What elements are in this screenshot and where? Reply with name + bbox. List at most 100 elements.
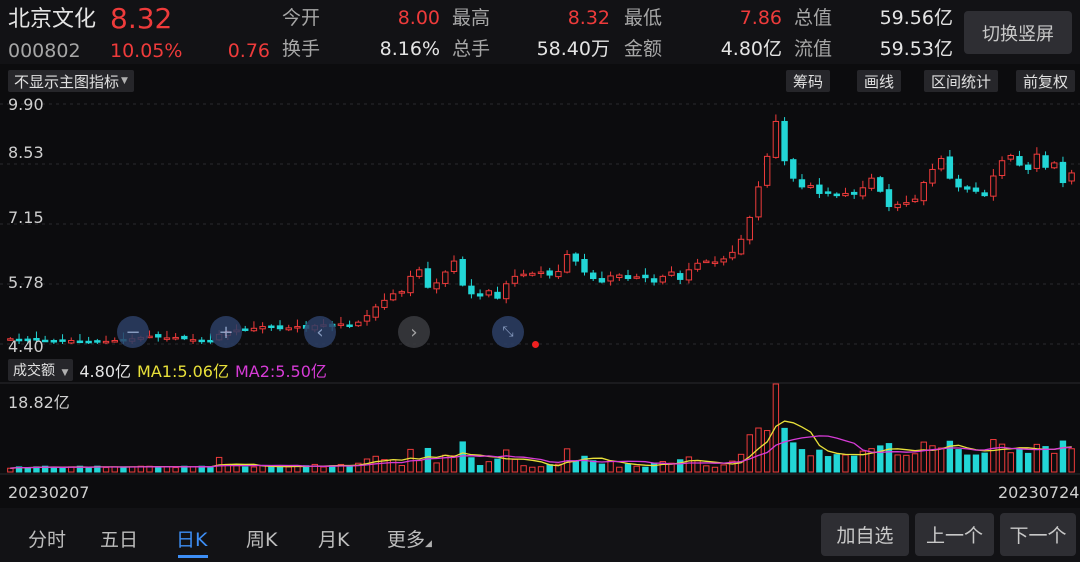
tab-monthly-k[interactable]: 月K xyxy=(318,529,350,551)
candle-body xyxy=(824,191,832,194)
volume-bar xyxy=(494,458,501,473)
previous-stock-button[interactable]: 上一个 xyxy=(915,513,994,556)
candle-body xyxy=(998,160,1006,176)
candle-body xyxy=(503,283,510,300)
volume-bar xyxy=(937,447,945,473)
volume-bar xyxy=(76,465,84,473)
volume-bar xyxy=(555,463,562,473)
volume-bar xyxy=(485,461,493,473)
chevron-right-icon[interactable]: › xyxy=(398,316,430,348)
candle-body xyxy=(450,260,458,272)
volume-bar xyxy=(816,449,823,473)
volume-bar xyxy=(189,466,197,473)
volume-bar xyxy=(581,455,588,473)
tab-more[interactable]: 更多◢ xyxy=(387,525,432,552)
high-label: 最高 xyxy=(452,7,491,29)
chevron-left-icon[interactable]: ‹ xyxy=(304,316,336,348)
volume-bar xyxy=(1059,440,1067,473)
volume-bar xyxy=(772,383,780,473)
volume-bar xyxy=(476,465,484,473)
candle-body xyxy=(877,177,884,192)
chips-button[interactable]: 筹码 xyxy=(786,70,831,92)
main-indicator-select[interactable]: 不显示主图指标 ▼ xyxy=(8,70,134,92)
candle-body xyxy=(15,338,23,342)
quote-header: 北京文化 8.32 000802 10.05% 0.76 今开 8.00 最高 … xyxy=(0,0,1080,64)
candle-body xyxy=(537,271,545,274)
volume-bar xyxy=(450,455,458,473)
volume-value: 58.40万 xyxy=(536,38,610,60)
candle-body xyxy=(172,336,179,340)
candle-body xyxy=(259,326,266,330)
candle-body xyxy=(407,275,414,294)
candle-body xyxy=(1051,162,1058,169)
candle-body xyxy=(433,282,440,290)
candle-body xyxy=(155,334,162,338)
switch-portrait-button[interactable]: 切换竖屏 xyxy=(964,11,1072,54)
volume-bar xyxy=(311,463,319,473)
low-value: 7.86 xyxy=(739,7,782,29)
volume-bar xyxy=(346,465,353,473)
float-value: 59.53亿 xyxy=(879,38,953,60)
volume-bar xyxy=(511,458,519,473)
candle-body xyxy=(494,291,501,299)
volume-bar xyxy=(885,443,893,473)
volume-bar xyxy=(468,457,475,473)
candle-body xyxy=(520,273,527,277)
volume-bar xyxy=(172,467,179,473)
candle-body xyxy=(33,338,40,341)
tab-weekly-k[interactable]: 周K xyxy=(246,529,278,551)
candle-body xyxy=(546,270,553,276)
candle-body xyxy=(181,335,188,340)
range-stats-button[interactable]: 区间统计 xyxy=(924,70,999,92)
plus-icon[interactable]: + xyxy=(210,316,242,348)
candle-body xyxy=(389,293,397,301)
volume-bar xyxy=(842,454,849,473)
volume-bar xyxy=(520,465,527,473)
high-value: 8.32 xyxy=(567,7,610,29)
volume-ma2-line xyxy=(10,435,1072,469)
price-axis-label: 5.78 xyxy=(8,273,44,292)
volume-indicator-label: 成交额 xyxy=(13,363,55,379)
total-value: 59.56亿 xyxy=(879,7,953,29)
volume-bar xyxy=(1016,448,1023,473)
tab-five-day[interactable]: 五日 xyxy=(100,529,139,551)
add-watchlist-button[interactable]: 加自选 xyxy=(821,513,909,556)
volume-bar xyxy=(877,445,884,473)
candle-body xyxy=(1024,164,1032,170)
candle-body xyxy=(859,187,867,197)
kline-chart[interactable] xyxy=(0,94,1080,356)
volume-bar xyxy=(955,449,962,473)
candle-body xyxy=(363,315,371,322)
volume-bar xyxy=(1033,443,1041,473)
candle-body xyxy=(50,340,58,343)
volume-bar xyxy=(120,466,127,473)
candle-body xyxy=(920,182,927,202)
candle-body xyxy=(589,272,597,280)
tab-daily-k[interactable]: 日K xyxy=(176,529,208,551)
volume-bar xyxy=(268,466,275,473)
collapse-icon[interactable]: ⤡ xyxy=(492,316,524,348)
volume-bar xyxy=(859,450,867,473)
candle-body xyxy=(189,339,197,342)
candle-body xyxy=(763,155,771,186)
candle-body xyxy=(659,275,666,283)
volume-bar xyxy=(250,466,258,473)
next-stock-button[interactable]: 下一个 xyxy=(1000,513,1076,556)
volume-bar xyxy=(720,464,727,473)
candle-body xyxy=(59,339,66,342)
volume-bar xyxy=(128,466,136,473)
minus-icon[interactable]: − xyxy=(117,316,149,348)
tab-intraday[interactable]: 分时 xyxy=(28,529,67,551)
volume-indicator-select[interactable]: 成交额 ▼ xyxy=(8,359,74,381)
volume-chart[interactable] xyxy=(0,382,1080,478)
candle-body xyxy=(572,253,579,262)
volume-bar xyxy=(459,441,466,473)
drawing-button[interactable]: 画线 xyxy=(857,70,902,92)
volume-bar xyxy=(676,459,684,473)
volume-current: 4.80亿 xyxy=(79,362,132,381)
caret-down-icon: ▼ xyxy=(121,76,128,86)
turnover-label: 换手 xyxy=(282,38,321,60)
candle-body xyxy=(894,203,901,209)
volume-bar xyxy=(729,460,736,473)
adjust-button[interactable]: 前复权 xyxy=(1016,70,1076,92)
